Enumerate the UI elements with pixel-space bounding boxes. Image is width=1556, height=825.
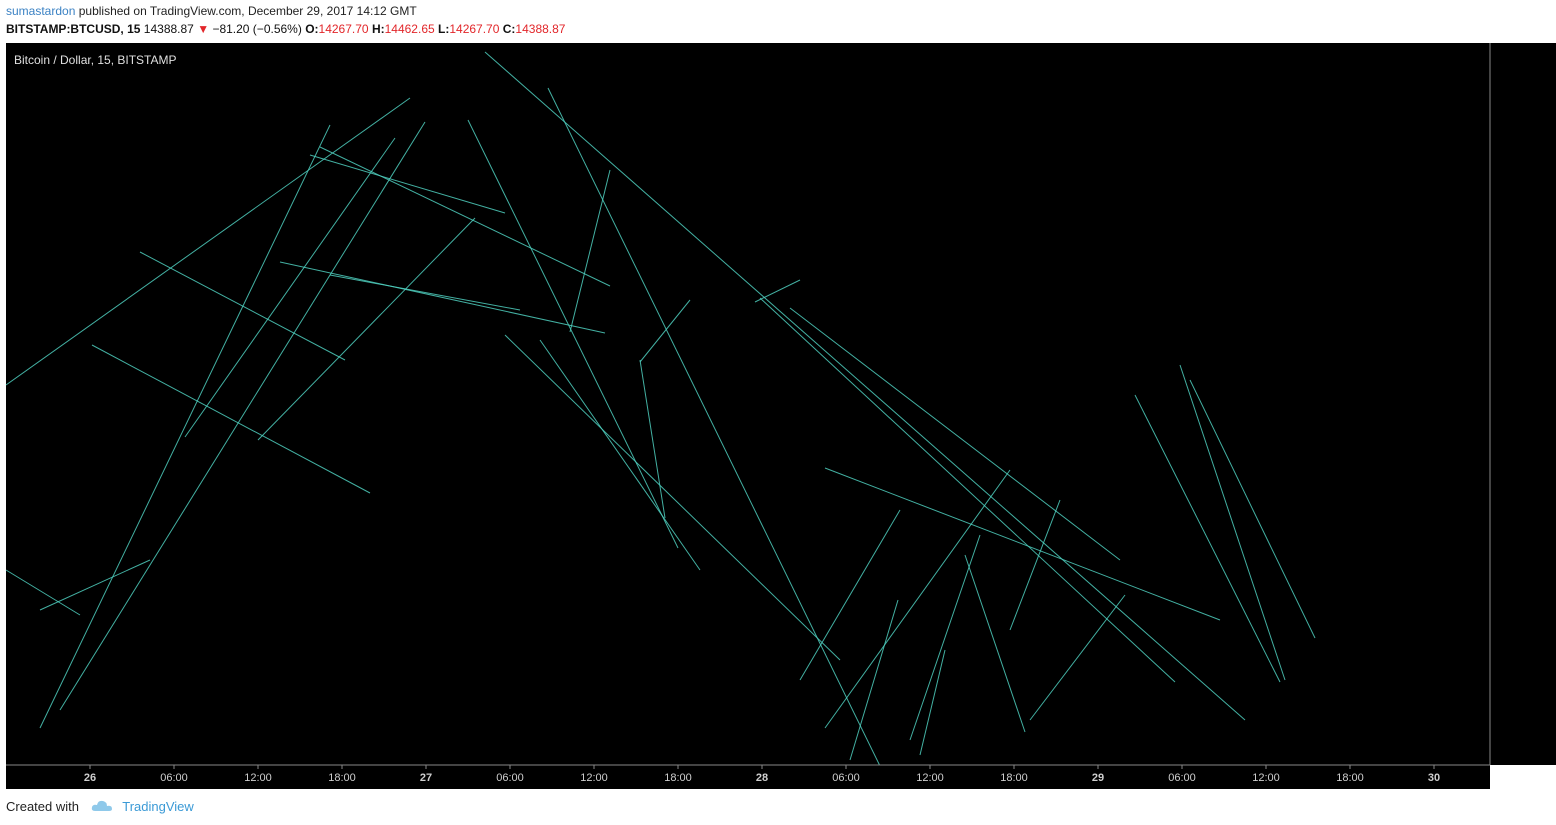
price-scale[interactable] — [1490, 43, 1556, 765]
y-axis[interactable]: 13400.0013600.0013800.0014000.0014200.00… — [1489, 40, 1546, 765]
footer: Created with TradingView — [6, 799, 194, 815]
x-tick-label: 06:00 — [1168, 772, 1196, 784]
trendline[interactable] — [5, 569, 81, 616]
trendline[interactable] — [547, 87, 881, 767]
time-scale[interactable] — [6, 765, 1490, 789]
candlestick-chart[interactable]: 14388.8702:42 13400.0013600.0013800.0014… — [0, 40, 1556, 795]
x-tick-label: 06:00 — [160, 772, 188, 784]
high-value: 14462.65 — [384, 22, 435, 36]
trendline[interactable] — [504, 334, 841, 661]
created-with-label: Created with — [6, 799, 79, 814]
high-label: H: — [371, 22, 385, 36]
trendline[interactable] — [309, 154, 506, 214]
trendline[interactable] — [824, 467, 1221, 621]
published-text: published on TradingView.com, December 2… — [78, 4, 417, 18]
trendline[interactable] — [824, 469, 1011, 729]
x-tick-label: 12:00 — [1252, 772, 1280, 784]
chart-title: Bitcoin / Dollar, 15, BITSTAMP — [14, 53, 177, 67]
publish-line: sumastardon published on TradingView.com… — [6, 4, 417, 18]
author-link[interactable]: sumastardon — [6, 4, 76, 18]
trendline[interactable] — [909, 534, 981, 741]
x-tick-label: 27 — [420, 772, 432, 784]
trendline[interactable] — [5, 97, 411, 386]
close-label: C: — [502, 22, 516, 36]
trendline[interactable] — [639, 299, 691, 363]
trendline[interactable] — [91, 344, 371, 494]
down-triangle-icon: ▼ — [197, 22, 210, 36]
trendline[interactable] — [539, 339, 701, 571]
trendline[interactable] — [59, 121, 426, 711]
trendline[interactable] — [279, 261, 606, 334]
trendline[interactable] — [789, 307, 1121, 561]
open-label: O: — [305, 22, 319, 36]
x-tick-label: 12:00 — [916, 772, 944, 784]
trendline[interactable] — [139, 251, 346, 361]
trendline[interactable] — [329, 274, 521, 311]
tradingview-link[interactable]: TradingView — [122, 799, 194, 814]
x-tick-label: 18:00 — [664, 772, 692, 784]
trendline[interactable] — [919, 649, 946, 756]
trendline[interactable] — [184, 137, 396, 438]
x-tick-label: 28 — [756, 772, 768, 784]
trendline[interactable] — [1189, 379, 1316, 639]
last-price: 14388.87 — [143, 22, 194, 36]
x-tick-label: 30 — [1428, 772, 1440, 784]
x-tick-label: 26 — [84, 772, 96, 784]
x-tick-label: 12:00 — [244, 772, 272, 784]
low-value: 14267.70 — [449, 22, 500, 36]
x-axis[interactable]: 26 06:00 12:00 18:00 27 06:00 12:00 18:00 28 06:0… — [6, 764, 1490, 784]
x-tick-label: 18:00 — [328, 772, 356, 784]
x-tick-label: 12:00 — [580, 772, 608, 784]
trendline[interactable] — [319, 146, 611, 287]
trendline[interactable] — [1134, 394, 1281, 683]
trendline[interactable] — [467, 119, 679, 549]
low-label: L: — [438, 22, 450, 36]
x-tick-label: 29 — [1092, 772, 1104, 784]
x-tick-label: 06:00 — [496, 772, 524, 784]
plot-background — [6, 43, 1490, 765]
trendline[interactable] — [39, 124, 331, 729]
x-tick-label: 18:00 — [1336, 772, 1364, 784]
trendline[interactable] — [964, 554, 1026, 733]
close-value: 14388.87 — [515, 22, 566, 36]
x-tick-label: 06:00 — [832, 772, 860, 784]
trendline[interactable] — [754, 279, 801, 303]
chart-area[interactable]: 14388.8702:42 13400.0013600.0013800.0014… — [0, 40, 1556, 795]
trendline[interactable] — [1029, 594, 1126, 721]
trendline-drawings[interactable] — [5, 51, 1316, 767]
trendline[interactable] — [257, 217, 476, 441]
trendline[interactable] — [639, 359, 666, 519]
trendline[interactable] — [39, 559, 151, 611]
x-tick-label: 18:00 — [1000, 772, 1028, 784]
open-value: 14267.70 — [318, 22, 369, 36]
price-change: −81.20 (−0.56%) — [212, 22, 302, 36]
trendline[interactable] — [484, 51, 1246, 721]
symbol-line: BITSTAMP:BTCUSD, 15 14388.87 ▼ −81.20 (−… — [6, 22, 565, 36]
trendline[interactable] — [849, 599, 899, 761]
trendline[interactable] — [799, 509, 901, 681]
trendline[interactable] — [1009, 499, 1061, 631]
trendline[interactable] — [759, 297, 1176, 683]
tradingview-cloud-icon — [91, 800, 113, 815]
trendline[interactable] — [569, 169, 611, 333]
symbol-label: BITSTAMP:BTCUSD, 15 — [6, 22, 141, 36]
trendline[interactable] — [1179, 364, 1286, 681]
